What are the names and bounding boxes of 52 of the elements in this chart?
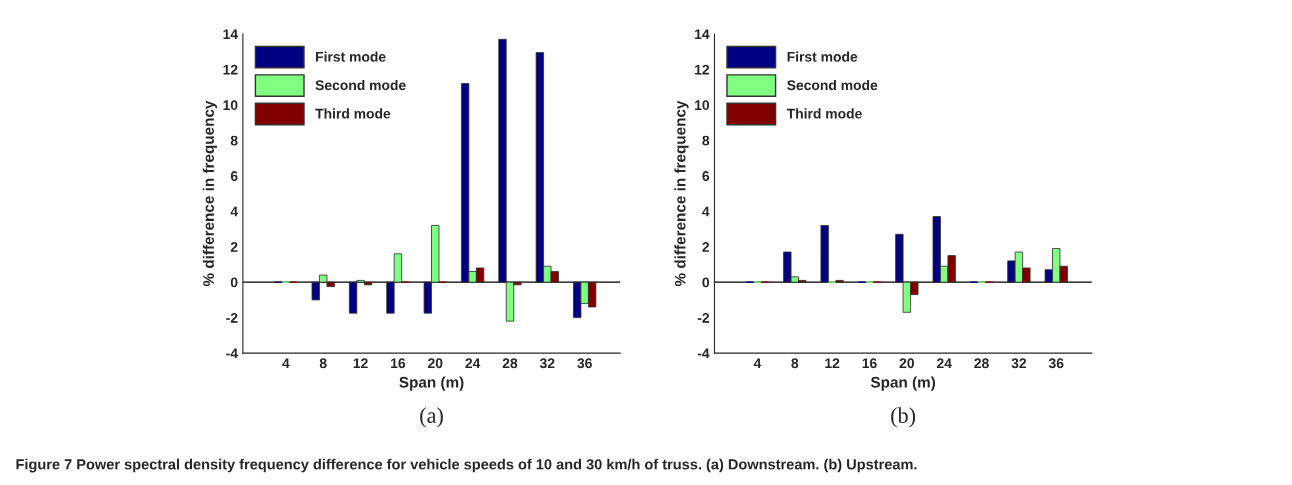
x-axis-title: Span (m) [870,376,936,391]
x-tick-label: 36 [577,358,592,369]
y-tick-label: -4 [226,348,238,359]
y-tick-label: 10 [223,100,238,111]
legend-label: Third mode [786,108,862,119]
y-tick-label: 6 [230,171,238,181]
x-tick-label: 28 [502,358,518,369]
y-tick-label: 6 [702,171,710,181]
legend-label: Second mode [787,79,878,91]
x-tick-label: 16 [862,358,877,369]
x-tick-label: 32 [539,358,555,369]
text: (a) [420,407,443,428]
y-tick-label: 14 [695,29,710,39]
y-tick-label: 12 [223,64,238,75]
x-tick-label: 36 [1048,358,1064,369]
y-tick-label: -2 [697,312,710,323]
x-tick-label: 4 [282,358,290,369]
caption: Figure 7 Power spectral density frequency difference for vehicle speeds of 10 and 30 km/h of truss. (a) Downstream. (b) Upstream. [16,458,917,473]
x-tick-label: 16 [391,358,406,369]
y-tick-label: 12 [695,64,710,75]
x-tick-label: 4 [753,358,762,369]
y-tick-label: -2 [226,312,238,323]
x-tick-label: 24 [936,358,952,369]
x-tick-label: 20 [899,358,914,369]
x-tick-label: 8 [791,358,799,369]
y-tick-label: 0 [230,277,238,288]
x-tick-label: 12 [353,358,368,369]
legend-label: First mode [787,51,858,62]
y-axis-title: % difference in frequency [202,100,218,287]
y-tick-label: 4 [230,206,238,217]
y-tick-label: 14 [223,29,238,39]
y-tick-label: 2 [230,242,238,252]
x-axis-title: Span (m) [399,376,464,391]
y-tick-label: 4 [702,206,710,217]
y-tick-label: 0 [702,277,710,288]
bar [820,225,829,283]
legend-label: Second mode [315,79,406,91]
legend-label: First mode [316,51,386,62]
x-tick-label: 20 [428,358,443,369]
y-tick-label: 8 [230,135,238,146]
y-tick-label: 10 [695,100,710,111]
x-tick-label: 28 [974,358,989,369]
y-tick-label: 8 [702,135,710,146]
x-tick-label: 24 [465,358,481,369]
y-tick-label: -4 [697,348,710,359]
text: (b) [891,407,916,428]
x-tick-label: 32 [1011,358,1027,369]
y-tick-label: 2 [702,242,710,252]
legend-label: Third mode [315,108,391,119]
x-tick-label: 8 [319,358,327,369]
y-axis-title: % difference in frequency [674,100,689,287]
x-tick-label: 12 [825,358,840,369]
